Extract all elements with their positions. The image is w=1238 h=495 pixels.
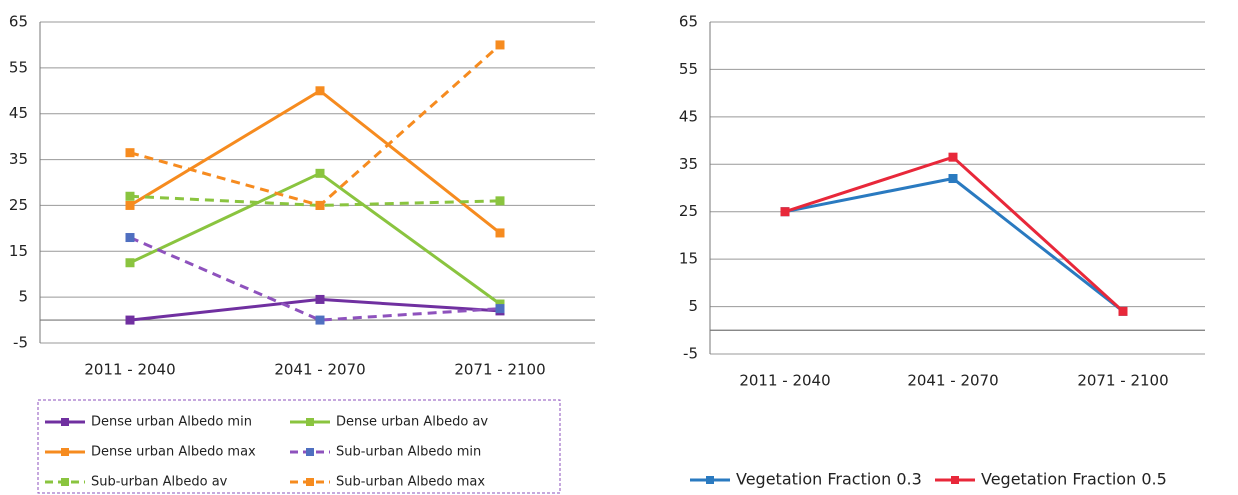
x-tick-label: 2071 - 2100 — [454, 361, 545, 379]
legend-label: Vegetation Fraction 0.3 — [736, 470, 922, 489]
legend-marker — [706, 476, 714, 484]
legend-marker — [306, 448, 314, 456]
legend-item: Sub-urban Albedo max — [290, 475, 485, 490]
legend-label: Vegetation Fraction 0.5 — [981, 470, 1167, 489]
data-point — [125, 315, 135, 325]
data-point — [948, 152, 958, 162]
legend-label: Dense urban Albedo av — [336, 415, 488, 430]
y-tick-label: 45 — [679, 107, 698, 125]
y-tick-label: -5 — [13, 334, 28, 352]
data-point — [1118, 306, 1128, 316]
data-point — [315, 294, 325, 304]
data-point — [495, 196, 505, 206]
legend-item: Dense urban Albedo min — [45, 415, 252, 430]
data-point — [948, 174, 958, 184]
y-tick-label: 5 — [688, 297, 698, 315]
y-tick-label: 55 — [9, 58, 28, 76]
y-tick-label: 65 — [679, 13, 698, 31]
data-point — [315, 86, 325, 96]
y-tick-label: 55 — [679, 60, 698, 78]
legend-item: Vegetation Fraction 0.3 — [690, 470, 922, 489]
x-tick-label: 2041 - 2070 — [274, 361, 365, 379]
series-line — [784, 176, 1124, 313]
legend-marker — [61, 478, 69, 486]
legend-marker — [61, 418, 69, 426]
data-point — [125, 200, 135, 210]
data-point — [495, 304, 505, 314]
series-line — [129, 194, 501, 207]
y-tick-label: 35 — [679, 155, 698, 173]
y-tick-label: 25 — [9, 196, 28, 214]
y-tick-label: 15 — [9, 242, 28, 260]
y-tick-label: 45 — [9, 104, 28, 122]
data-point — [780, 207, 790, 217]
y-tick-label: 25 — [679, 202, 698, 220]
legend-marker — [61, 448, 69, 456]
legend-label: Sub-urban Albedo max — [336, 475, 485, 490]
legend-item: Sub-urban Albedo min — [290, 445, 481, 460]
series-line — [129, 43, 501, 208]
data-point — [125, 233, 135, 243]
series-line — [129, 88, 501, 235]
legend-label: Sub-urban Albedo min — [336, 445, 481, 460]
data-point — [125, 258, 135, 268]
data-point — [315, 200, 325, 210]
legend-label: Sub-urban Albedo av — [91, 475, 228, 490]
data-point — [125, 148, 135, 158]
series-line — [129, 171, 501, 306]
legend-item: Vegetation Fraction 0.5 — [935, 470, 1167, 489]
data-point — [125, 191, 135, 201]
y-tick-label: 65 — [9, 13, 28, 31]
x-tick-label: 2011 - 2040 — [84, 361, 175, 379]
data-point — [495, 228, 505, 238]
legend-item: Sub-urban Albedo av — [45, 475, 228, 490]
legend-box — [37, 399, 561, 494]
legend-label: Dense urban Albedo min — [91, 415, 252, 430]
legend-marker — [306, 418, 314, 426]
x-tick-label: 2071 - 2100 — [1077, 372, 1168, 390]
y-tick-label: 35 — [9, 150, 28, 168]
data-point — [495, 299, 505, 309]
legend-item: Dense urban Albedo av — [290, 415, 488, 430]
legend-marker — [306, 478, 314, 486]
data-point — [495, 40, 505, 50]
legend-marker — [951, 476, 959, 484]
y-tick-label: 15 — [679, 250, 698, 268]
legend-label: Dense urban Albedo max — [91, 445, 256, 460]
x-tick-label: 2041 - 2070 — [907, 372, 998, 390]
data-point — [315, 315, 325, 325]
data-point — [315, 168, 325, 178]
y-tick-label: 5 — [18, 288, 28, 306]
legend-item: Dense urban Albedo max — [45, 445, 256, 460]
x-tick-label: 2011 - 2040 — [739, 372, 830, 390]
y-tick-label: -5 — [683, 345, 698, 363]
